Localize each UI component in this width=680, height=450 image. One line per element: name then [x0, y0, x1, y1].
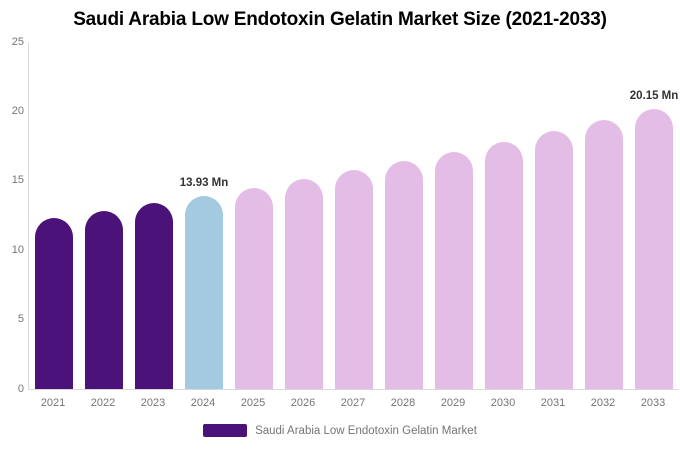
plot-area: 13.93 Mn 20.15 Mn [28, 42, 679, 390]
y-axis-label-10: 10 [11, 243, 24, 256]
x-axis-label-2021: 2021 [40, 397, 66, 409]
y-axis-label-5: 5 [17, 313, 24, 326]
bar-2027[interactable] [335, 170, 373, 389]
x-axis-label-2029: 2029 [440, 397, 466, 409]
chart-title: Saudi Arabia Low Endotoxin Gelatin Marke… [73, 9, 607, 30]
y-axis-label-0: 0 [17, 382, 24, 395]
y-axis-label-20: 20 [11, 104, 24, 117]
x-axis-label-2027: 2027 [340, 397, 366, 409]
x-axis-label-2032: 2032 [590, 397, 616, 409]
x-axis-label-2024: 2024 [190, 397, 216, 409]
legend-item[interactable]: Saudi Arabia Low Endotoxin Gelatin Marke… [0, 424, 680, 437]
bar-2026[interactable] [285, 179, 323, 389]
bar-2028[interactable] [385, 161, 423, 389]
x-axis-label-2031: 2031 [540, 397, 566, 409]
bar-2033[interactable] [635, 109, 673, 389]
bar-2024[interactable] [185, 195, 223, 389]
x-axis-label-2025: 2025 [240, 397, 266, 409]
x-axis-label-2023: 2023 [140, 397, 166, 409]
x-axis-label-2033: 2033 [640, 397, 666, 409]
bar-2029[interactable] [435, 151, 473, 389]
bar-2022[interactable] [85, 210, 123, 389]
data-label-2024: 13.93 Mn [179, 176, 229, 189]
x-axis-label-2022: 2022 [90, 397, 116, 409]
bar-2030[interactable] [485, 141, 523, 389]
bar-2021[interactable] [35, 217, 73, 389]
legend-swatch-icon [203, 424, 248, 437]
bar-2031[interactable] [535, 131, 573, 389]
data-label-2033: 20.15 Mn [629, 90, 679, 103]
legend-label: Saudi Arabia Low Endotoxin Gelatin Marke… [255, 424, 477, 437]
y-axis-label-25: 25 [11, 35, 24, 48]
bar-2023[interactable] [135, 203, 173, 389]
bar-2025[interactable] [235, 187, 273, 389]
bar-2032[interactable] [585, 120, 623, 389]
y-axis-label-15: 15 [11, 174, 24, 187]
x-axis-label-2026: 2026 [290, 397, 316, 409]
x-axis-label-2028: 2028 [390, 397, 416, 409]
x-axis-label-2030: 2030 [490, 397, 516, 409]
